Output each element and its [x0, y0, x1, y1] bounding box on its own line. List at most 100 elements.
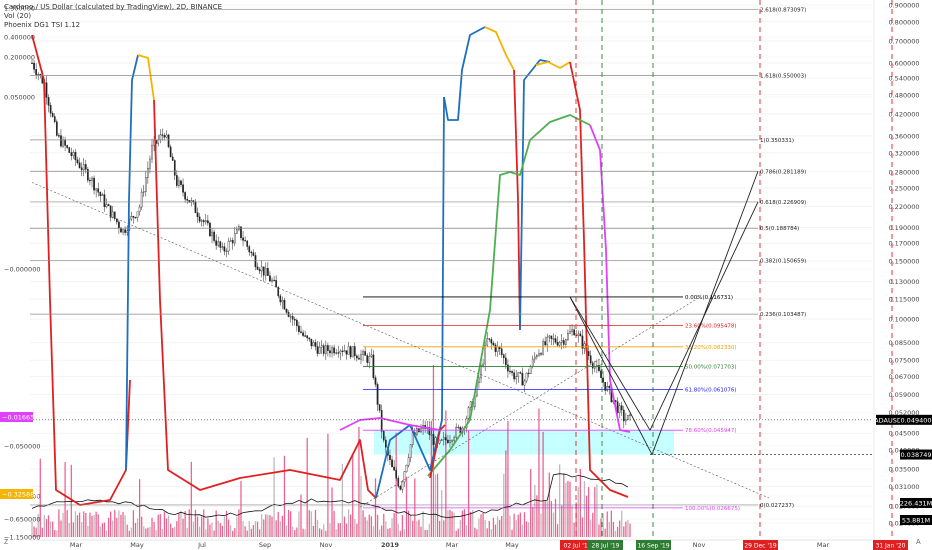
candle-body [515, 376, 518, 380]
volume-bar [610, 510, 613, 537]
candle-body [577, 333, 580, 336]
volume-bar [302, 528, 304, 537]
projection-line [569, 296, 653, 455]
time-tick-label: May [505, 541, 519, 549]
candle-body [200, 220, 203, 222]
candle-body [302, 332, 304, 336]
volume-bar [213, 530, 215, 537]
candle-body [80, 167, 83, 171]
candle-body [364, 351, 366, 356]
volume-bar [87, 525, 89, 537]
price-tick-label: 0.150000 [888, 258, 919, 266]
volume-bar [130, 527, 132, 537]
candle-body [182, 184, 184, 193]
volume-bar [476, 529, 478, 537]
price-tick-label: 0.100000 [888, 316, 919, 324]
volume-bar [263, 519, 265, 537]
candle-body [217, 241, 220, 246]
volume-bar [594, 487, 596, 537]
volume-bar [559, 464, 561, 537]
volume-bar [252, 525, 255, 537]
price-badge-symbol-label: ADAUSD [874, 416, 902, 424]
candle-body [147, 167, 149, 178]
candle-body [407, 457, 410, 466]
candle-body [571, 329, 573, 332]
volume-bar [178, 513, 180, 537]
price-badge-label: 53.881M [902, 517, 930, 525]
volume-bar [283, 455, 286, 537]
volume-bar [621, 510, 623, 537]
volume-bar [163, 511, 166, 537]
volume-bar [362, 510, 364, 537]
volume-bar [546, 501, 548, 537]
volume-bar [513, 513, 515, 537]
candle-body [356, 355, 358, 359]
date-badge [873, 540, 908, 550]
candle-body [546, 336, 549, 346]
candle-body [620, 405, 623, 411]
candle-body [490, 339, 493, 344]
volume-bar [172, 527, 174, 537]
candle-body [271, 279, 273, 282]
candle-body [124, 229, 126, 233]
candle-body [300, 331, 302, 333]
volume-bar [298, 511, 300, 537]
volume-bar [393, 512, 395, 537]
candle-body [589, 355, 592, 364]
price-badge [900, 449, 932, 460]
candle-body [517, 372, 520, 377]
volume-bar [499, 519, 501, 537]
candle-body [416, 428, 418, 435]
volume-bar [459, 519, 461, 537]
candle-body [273, 279, 275, 282]
candle-body [198, 216, 201, 222]
candle-body [275, 280, 278, 288]
price-tick-label: 0.130000 [888, 278, 919, 286]
candle-body [337, 352, 340, 354]
volume-bar [205, 529, 207, 537]
volume-bar [434, 474, 437, 537]
date-badge [743, 540, 778, 550]
candle-body [550, 335, 553, 339]
osc-tick-label: 0.050000 [4, 94, 35, 102]
volume-bar [68, 523, 70, 537]
volume-bar [318, 528, 321, 537]
candle-body [103, 194, 106, 207]
candle-body [629, 414, 631, 416]
volume-bar [180, 511, 182, 537]
candle-body [120, 227, 122, 233]
chart-title: Cardano / US Dollar (calculated by Tradi… [4, 3, 223, 11]
candle-body [111, 211, 114, 218]
vertical-markers [575, 0, 893, 540]
price-tick-label: 0.031000 [888, 483, 919, 491]
price-tick-label: 0.280000 [888, 168, 919, 176]
candle-body [118, 221, 120, 229]
volume-bar [227, 519, 230, 537]
volume-bar [391, 518, 393, 537]
volume-bar [385, 521, 387, 537]
candle-body [587, 351, 590, 356]
candle-body [78, 162, 81, 168]
time-tick-label: Mar [817, 541, 830, 549]
candle-body [486, 338, 489, 346]
candle-body [442, 437, 445, 440]
volume-bar [296, 527, 298, 537]
volume-bar [174, 526, 176, 537]
candle-body [262, 266, 265, 276]
price-axis: 0.900000 0.800000 0.700000 0.600000 0.540000… [873, 0, 932, 540]
volume-bar [397, 523, 399, 537]
candle-body [393, 466, 395, 471]
price-tick-label: 0.059000 [888, 391, 919, 399]
price-tick-label: 0.540000 [888, 75, 919, 83]
volume-bar [602, 513, 604, 537]
volume-bar [579, 468, 581, 537]
candle-body [554, 338, 557, 343]
fib-extension-label: 0.786(0.281189) [760, 169, 806, 175]
volume-bar [383, 513, 385, 537]
candle-body [190, 200, 193, 203]
volume-bar [304, 529, 306, 537]
candle-body [343, 350, 346, 352]
volume-bar [107, 517, 110, 537]
volume-bar [614, 530, 617, 537]
